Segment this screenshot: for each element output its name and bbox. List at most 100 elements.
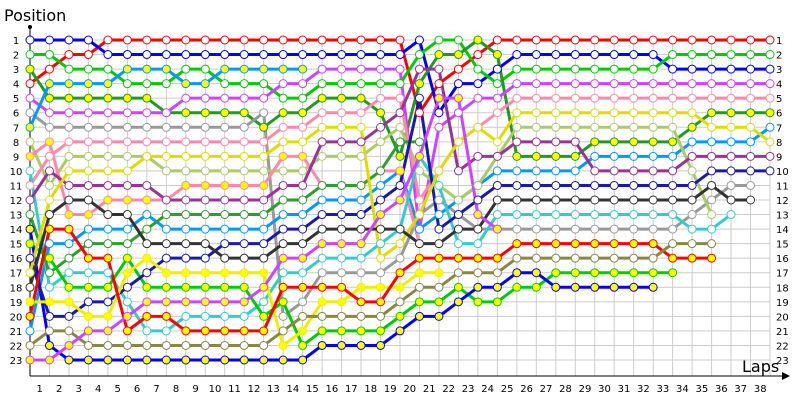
series-13-point bbox=[746, 151, 756, 161]
y-tick-label-left: 1 bbox=[13, 36, 19, 47]
series-5-point bbox=[161, 108, 171, 118]
series-10-point bbox=[551, 93, 561, 103]
series-16-point bbox=[473, 282, 483, 292]
series-1-point bbox=[317, 35, 327, 45]
series-16-point bbox=[25, 224, 35, 234]
series-21-point bbox=[181, 326, 191, 336]
series-10-point bbox=[83, 137, 93, 147]
series-23-point bbox=[181, 297, 191, 307]
series-17-point bbox=[142, 268, 152, 278]
series-1-point bbox=[707, 35, 717, 45]
series-13-point bbox=[181, 195, 191, 205]
series-5-point bbox=[239, 93, 249, 103]
series-13-point bbox=[239, 195, 249, 205]
series-17-point bbox=[259, 239, 269, 249]
series-23-point bbox=[434, 93, 444, 103]
series-13-point bbox=[453, 166, 463, 176]
series-18-point bbox=[25, 268, 35, 278]
series-21-point bbox=[668, 253, 678, 263]
series-21-point bbox=[103, 253, 113, 263]
series-3-point bbox=[531, 64, 541, 74]
series-10-point bbox=[181, 137, 191, 147]
y-tick-label-left: 16 bbox=[10, 254, 23, 265]
series-6-point bbox=[161, 122, 171, 132]
series-1-point bbox=[746, 35, 756, 45]
series-15-point bbox=[44, 253, 54, 263]
series-8-point bbox=[765, 122, 775, 132]
series-20-point bbox=[414, 268, 424, 278]
series-10-point bbox=[414, 195, 424, 205]
series-8-point bbox=[687, 137, 697, 147]
series-14-point bbox=[200, 210, 210, 220]
series-2-point bbox=[551, 50, 561, 60]
series-6-point bbox=[83, 122, 93, 132]
x-tick-label: 6 bbox=[134, 384, 140, 395]
series-6-point bbox=[590, 224, 600, 234]
series-17-point bbox=[395, 180, 405, 190]
series-12-point bbox=[356, 253, 366, 263]
x-tick-label: 13 bbox=[267, 384, 280, 395]
series-8-point bbox=[512, 166, 522, 176]
series-1-point bbox=[648, 35, 658, 45]
series-13-point bbox=[609, 166, 619, 176]
series-13-point bbox=[629, 166, 639, 176]
series-22-point bbox=[83, 340, 93, 350]
series-3-point bbox=[395, 79, 405, 89]
series-3-point bbox=[629, 64, 639, 74]
series-17-point bbox=[648, 180, 658, 190]
series-9-point bbox=[161, 166, 171, 176]
series-18-point bbox=[531, 108, 541, 118]
series-10-point bbox=[220, 137, 230, 147]
series-23-point bbox=[220, 297, 230, 307]
series-18-point bbox=[609, 108, 619, 118]
series-3-point bbox=[414, 50, 424, 60]
series-12-point bbox=[609, 210, 619, 220]
series-15-point bbox=[259, 311, 269, 321]
series-9-point bbox=[512, 122, 522, 132]
series-4-point bbox=[44, 93, 54, 103]
series-22-point bbox=[687, 239, 697, 249]
series-6-point bbox=[395, 253, 405, 263]
y-axis-end-dot bbox=[28, 25, 32, 29]
series-6-point bbox=[707, 195, 717, 205]
series-9-point bbox=[648, 122, 658, 132]
series-15-point bbox=[609, 268, 619, 278]
series-5-point bbox=[648, 79, 658, 89]
series-3-point bbox=[434, 35, 444, 45]
series-18-point bbox=[746, 122, 756, 132]
series-13-point bbox=[298, 180, 308, 190]
series-15-point bbox=[220, 282, 230, 292]
series-3-point bbox=[473, 64, 483, 74]
series-4-point bbox=[298, 108, 308, 118]
series-13-point bbox=[103, 180, 113, 190]
series-11-point bbox=[395, 166, 405, 176]
series-11-point bbox=[25, 151, 35, 161]
series-8-point bbox=[161, 224, 171, 234]
series-21-point bbox=[200, 326, 210, 336]
series-10-point bbox=[668, 93, 678, 103]
series-10-point bbox=[570, 93, 580, 103]
series-5-point bbox=[531, 79, 541, 89]
series-8-point bbox=[746, 137, 756, 147]
series-12-point bbox=[298, 268, 308, 278]
series-17-point bbox=[570, 180, 580, 190]
series-17-point bbox=[83, 297, 93, 307]
series-6-point bbox=[239, 122, 249, 132]
series-6-point bbox=[298, 297, 308, 307]
series-1-point bbox=[25, 79, 35, 89]
series-16-point bbox=[395, 326, 405, 336]
x-tick-label: 16 bbox=[325, 384, 338, 395]
series-14-point bbox=[376, 166, 386, 176]
series-22-point bbox=[161, 340, 171, 350]
series-4-point bbox=[512, 151, 522, 161]
series-4-point bbox=[687, 122, 697, 132]
series-5-point bbox=[395, 64, 405, 74]
series-17-point bbox=[512, 180, 522, 190]
series-19-point bbox=[161, 239, 171, 249]
series-1-point bbox=[356, 35, 366, 45]
series-19-point bbox=[25, 282, 35, 292]
series-21-point bbox=[376, 297, 386, 307]
series-1-point bbox=[376, 35, 386, 45]
series-20-point bbox=[64, 297, 74, 307]
series-8-point bbox=[25, 326, 35, 336]
